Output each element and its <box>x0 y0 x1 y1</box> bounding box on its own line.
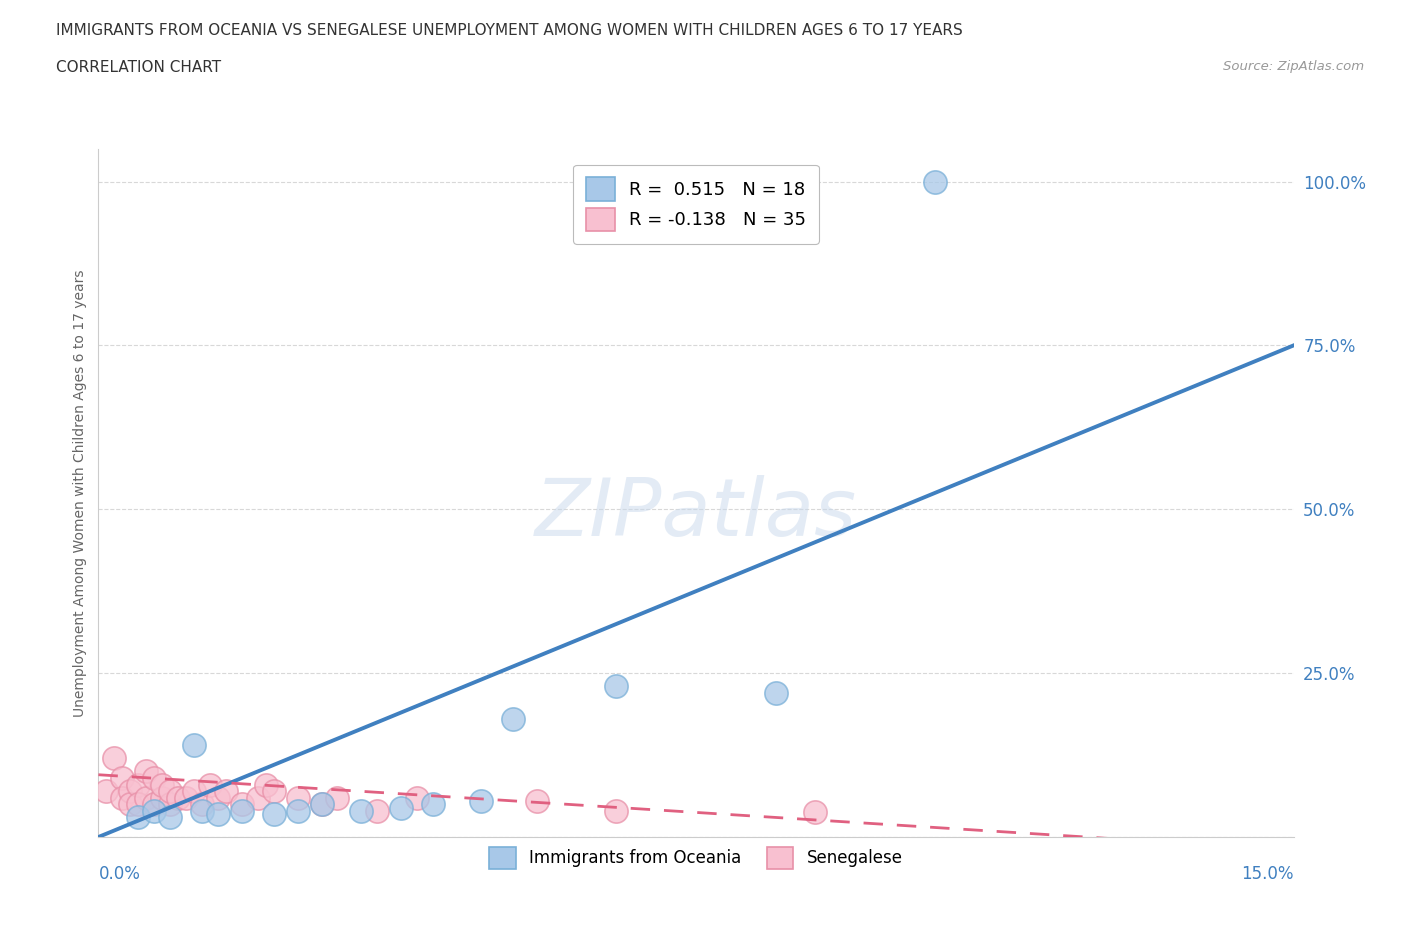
Point <box>287 804 309 818</box>
Text: 15.0%: 15.0% <box>1241 865 1294 883</box>
Point <box>198 777 221 792</box>
Y-axis label: Unemployment Among Women with Children Ages 6 to 17 years: Unemployment Among Women with Children A… <box>73 269 87 717</box>
Point <box>191 804 214 818</box>
Text: CORRELATION CHART: CORRELATION CHART <box>56 60 221 75</box>
Point <box>183 784 205 799</box>
Point <box>127 797 149 812</box>
Point <box>422 797 444 812</box>
Point <box>207 790 229 805</box>
Point <box>263 784 285 799</box>
Point <box>470 793 492 808</box>
Text: Source: ZipAtlas.com: Source: ZipAtlas.com <box>1223 60 1364 73</box>
Point <box>287 790 309 805</box>
Point <box>311 797 333 812</box>
Point <box>246 790 269 805</box>
Point <box>765 685 787 700</box>
Point <box>366 804 388 818</box>
Point <box>135 790 157 805</box>
Point <box>150 790 173 805</box>
Point <box>526 793 548 808</box>
Point <box>167 790 190 805</box>
Point <box>263 806 285 821</box>
Point <box>215 784 238 799</box>
Point <box>103 751 125 765</box>
Point <box>143 797 166 812</box>
Point <box>207 806 229 821</box>
Point <box>924 174 946 189</box>
Point <box>389 800 412 815</box>
Point <box>605 679 627 694</box>
Point <box>96 784 118 799</box>
Point <box>605 804 627 818</box>
Point <box>127 810 149 825</box>
Text: IMMIGRANTS FROM OCEANIA VS SENEGALESE UNEMPLOYMENT AMONG WOMEN WITH CHILDREN AGE: IMMIGRANTS FROM OCEANIA VS SENEGALESE UN… <box>56 23 963 38</box>
Point <box>183 737 205 752</box>
Point <box>254 777 277 792</box>
Point <box>350 804 373 818</box>
Point <box>135 764 157 779</box>
Point <box>231 797 253 812</box>
Point <box>159 784 181 799</box>
Point <box>406 790 429 805</box>
Point <box>111 771 134 786</box>
Point <box>159 810 181 825</box>
Point <box>150 777 173 792</box>
Point <box>143 804 166 818</box>
Text: ZIPatlas: ZIPatlas <box>534 474 858 552</box>
Legend: Immigrants from Oceania, Senegalese: Immigrants from Oceania, Senegalese <box>481 839 911 877</box>
Point <box>502 711 524 726</box>
Point <box>111 790 134 805</box>
Point <box>159 797 181 812</box>
Point <box>127 777 149 792</box>
Point <box>804 804 827 819</box>
Point <box>326 790 349 805</box>
Text: 0.0%: 0.0% <box>98 865 141 883</box>
Point <box>174 790 197 805</box>
Point <box>120 784 142 799</box>
Point <box>143 771 166 786</box>
Point <box>120 797 142 812</box>
Point <box>191 797 214 812</box>
Point <box>311 797 333 812</box>
Point <box>231 804 253 818</box>
